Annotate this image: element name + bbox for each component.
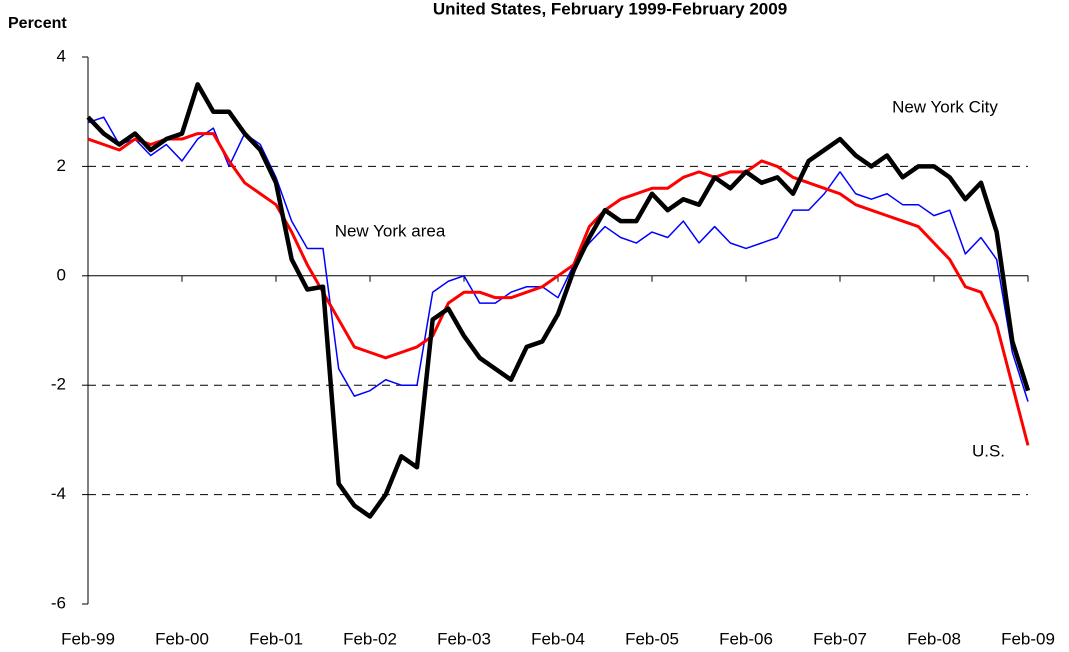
y-tick-label: -2 (51, 375, 66, 394)
x-tick-label: Feb-00 (155, 629, 209, 648)
y-tick-label: -4 (51, 484, 66, 503)
x-tick-label: Feb-99 (61, 629, 115, 648)
series-label: New York City (892, 97, 998, 116)
x-tick-label: Feb-02 (343, 629, 397, 648)
y-tick-label: 0 (57, 265, 66, 284)
chart-title: United States, February 1999-February 20… (433, 0, 787, 18)
series-line (87, 132, 1030, 446)
x-tick-label: Feb-08 (907, 629, 961, 648)
x-tick-label: Feb-05 (625, 629, 679, 648)
series-label: New York area (335, 221, 446, 240)
x-tick-label: Feb-03 (437, 629, 491, 648)
x-tick-label: Feb-01 (249, 629, 303, 648)
x-tick-label: Feb-04 (531, 629, 585, 648)
x-tick-label: Feb-06 (719, 629, 773, 648)
x-tick-label: Feb-07 (813, 629, 867, 648)
y-tick-label: 4 (57, 46, 66, 65)
y-axis-label: Percent (8, 15, 67, 32)
series-line (86, 82, 1031, 519)
y-tick-label: -6 (51, 593, 66, 612)
x-tick-label: Feb-09 (1001, 629, 1055, 648)
series-label: U.S. (972, 441, 1005, 460)
y-tick-label: 2 (57, 156, 66, 175)
